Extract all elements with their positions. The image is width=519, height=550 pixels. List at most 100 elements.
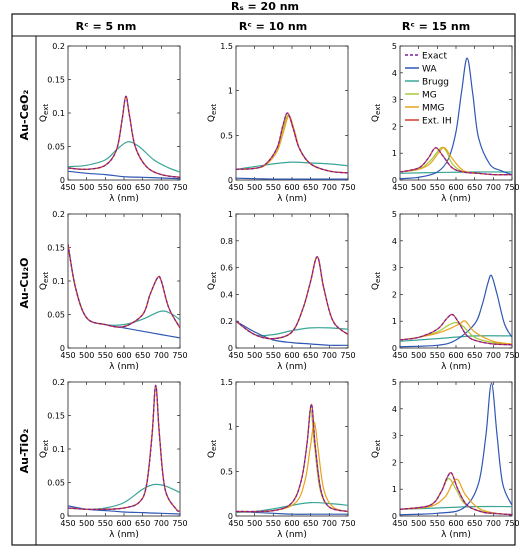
legend-label: Brugg <box>422 78 449 88</box>
x-tick-label: 650 <box>135 351 150 360</box>
series-line-wa <box>400 382 512 516</box>
y-tick-label: 0.05 <box>47 479 65 488</box>
x-tick-label: 450 <box>60 183 75 192</box>
x-tick-label: 600 <box>448 183 463 192</box>
x-tick-label: 600 <box>284 183 299 192</box>
x-tick-label: 550 <box>98 183 113 192</box>
x-tick-label: 550 <box>266 519 281 528</box>
x-tick-label: 700 <box>322 351 337 360</box>
plot-area <box>67 381 181 517</box>
x-tick-label: 750 <box>504 351 519 360</box>
x-tick-label: 550 <box>98 519 113 528</box>
y-tick-label: 4 <box>392 237 397 246</box>
y-tick-label: 0.4 <box>220 290 233 299</box>
x-tick-label: 500 <box>79 183 94 192</box>
x-tick-label: 500 <box>79 351 94 360</box>
legend-label: Exact <box>422 52 447 62</box>
x-tick-label: 650 <box>303 519 318 528</box>
y-tick-label: 5 <box>392 210 397 219</box>
x-tick-label: 750 <box>340 519 355 528</box>
x-tick-label: 750 <box>340 351 355 360</box>
x-tick-label: 450 <box>60 351 75 360</box>
y-axis-label: Qext <box>207 272 218 290</box>
x-axis-label: λ (nm) <box>109 362 139 372</box>
series-line-wa <box>400 57 512 180</box>
x-tick-label: 450 <box>392 351 407 360</box>
x-tick-label: 650 <box>135 519 150 528</box>
series-line-ext-ih <box>400 472 512 516</box>
x-tick-label: 550 <box>430 183 445 192</box>
y-tick-label: 3 <box>392 96 397 105</box>
series-line-brugg <box>400 335 512 342</box>
x-tick-label: 750 <box>172 519 187 528</box>
y-tick-label: 0 <box>392 344 397 353</box>
x-tick-label: 750 <box>172 183 187 192</box>
x-tick-label: 700 <box>486 351 501 360</box>
panel-r1-c3: 450 500 550 600 650 700 750 0 1 2 3 4 5 λ (nm) Qext Exa… <box>371 42 519 204</box>
y-tick-label: 0.2 <box>52 210 65 219</box>
row-label-3: Au-TiO₂ <box>18 428 31 473</box>
plot-area <box>399 213 513 349</box>
x-tick-label: 500 <box>79 519 94 528</box>
legend-label: MMG <box>422 104 445 114</box>
y-tick-label: 0.5 <box>220 131 233 140</box>
y-tick-label: 0.2 <box>52 42 65 51</box>
y-tick-label: 2 <box>392 458 397 467</box>
y-tick-label: 0 <box>228 512 233 521</box>
x-tick-label: 600 <box>284 351 299 360</box>
x-axis-label: λ (nm) <box>277 362 307 372</box>
x-tick-label: 750 <box>340 183 355 192</box>
x-tick-label: 600 <box>116 351 131 360</box>
x-tick-label: 600 <box>448 519 463 528</box>
y-axis-label: Qext <box>207 104 218 122</box>
x-tick-label: 700 <box>322 183 337 192</box>
x-tick-label: 550 <box>266 351 281 360</box>
x-tick-label: 600 <box>284 519 299 528</box>
y-tick-label: 3 <box>392 264 397 273</box>
x-tick-label: 650 <box>467 183 482 192</box>
series-line-wa <box>68 170 180 180</box>
series-line-mmg <box>400 478 512 516</box>
y-axis-label: Qext <box>371 440 382 458</box>
series-line-exact <box>68 244 180 329</box>
x-tick-label: 750 <box>172 351 187 360</box>
x-axis-label: λ (nm) <box>109 194 139 204</box>
x-tick-label: 650 <box>303 183 318 192</box>
legend-label: WA <box>422 65 437 75</box>
x-tick-label: 700 <box>154 519 169 528</box>
column-header-3: Rᶜ = 15 nm <box>402 20 470 33</box>
series-line-exact <box>236 256 348 340</box>
plot-area <box>235 381 349 517</box>
x-tick-label: 450 <box>60 519 75 528</box>
y-tick-label: 0.8 <box>220 237 233 246</box>
y-tick-label: 0.1 <box>52 445 65 454</box>
x-tick-label: 550 <box>430 519 445 528</box>
series-line-exact <box>236 403 348 513</box>
plot-area <box>235 213 349 349</box>
x-tick-label: 500 <box>247 519 262 528</box>
x-tick-label: 500 <box>411 351 426 360</box>
x-tick-label: 700 <box>486 183 501 192</box>
series-line-brugg <box>68 141 180 173</box>
column-header-1: Rᶜ = 5 nm <box>76 20 137 33</box>
y-axis-label: Qext <box>39 104 50 122</box>
y-tick-label: 0.15 <box>47 412 65 421</box>
row-label-1: Au-CeO₂ <box>18 90 31 141</box>
plot-area <box>67 45 181 181</box>
x-tick-label: 600 <box>116 519 131 528</box>
x-tick-label: 700 <box>154 351 169 360</box>
y-tick-label: 0.05 <box>47 311 65 320</box>
y-tick-label: 0.2 <box>220 317 233 326</box>
x-tick-label: 600 <box>448 351 463 360</box>
plot-area <box>399 45 513 181</box>
series-line-wa <box>236 177 348 180</box>
y-tick-label: 2 <box>392 290 397 299</box>
series-line-brugg <box>236 161 348 170</box>
series-line-wa <box>400 274 512 348</box>
y-tick-label: 1 <box>228 87 233 96</box>
figure-frame <box>11 13 516 546</box>
y-tick-label: 0.1 <box>52 277 65 286</box>
y-tick-label: 1 <box>392 149 397 158</box>
series-line-mmg <box>236 421 348 513</box>
